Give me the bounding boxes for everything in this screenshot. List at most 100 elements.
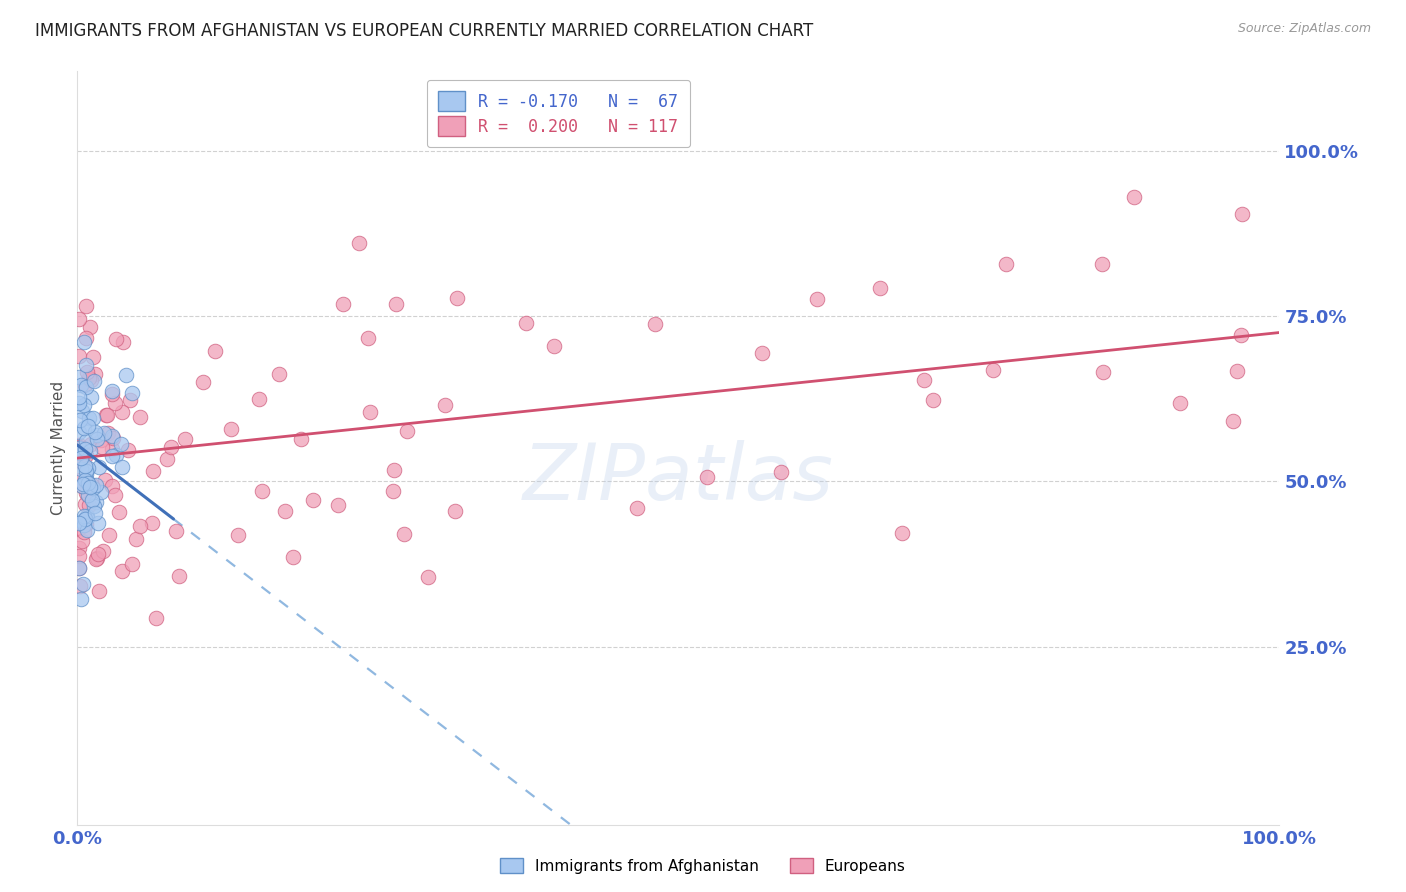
Point: [86, 547, 108, 561]
Point: [111, 460, 134, 475]
Point: [67, 516, 90, 530]
Point: [219, 422, 242, 436]
Point: [128, 519, 150, 533]
Point: [73, 335, 96, 350]
Point: [69, 413, 91, 427]
Point: [75, 380, 97, 394]
Point: [128, 409, 150, 424]
Point: [1230, 207, 1253, 221]
Point: [995, 257, 1018, 271]
Point: [70, 450, 93, 465]
Point: [73, 497, 96, 511]
Point: [97, 426, 120, 441]
Point: [67, 370, 90, 384]
Point: [98, 528, 121, 542]
Point: [94, 473, 117, 487]
Point: [114, 368, 136, 382]
Point: [67, 549, 90, 564]
Point: [79, 373, 101, 387]
Point: [165, 524, 187, 538]
Point: [770, 465, 793, 479]
Point: [890, 525, 912, 540]
Point: [193, 375, 215, 389]
Point: [93, 426, 115, 441]
Point: [77, 418, 100, 433]
Point: [67, 312, 90, 326]
Point: [80, 437, 103, 451]
Point: [626, 501, 648, 516]
Point: [75, 442, 97, 456]
Legend: R = -0.170   N =  67, R =  0.200   N = 117: R = -0.170 N = 67, R = 0.200 N = 117: [426, 79, 690, 147]
Point: [80, 492, 103, 507]
Point: [90, 484, 112, 499]
Point: [79, 319, 101, 334]
Point: [101, 429, 124, 443]
Point: [75, 464, 97, 478]
Point: [69, 592, 91, 607]
Point: [1170, 396, 1192, 410]
Point: [983, 362, 1005, 376]
Point: [121, 386, 143, 401]
Point: [104, 396, 127, 410]
Point: [69, 378, 91, 392]
Point: [90, 440, 112, 454]
Point: [73, 458, 96, 473]
Point: [922, 392, 945, 407]
Point: [104, 332, 127, 346]
Point: [96, 409, 118, 423]
Point: [70, 403, 93, 417]
Point: [86, 432, 108, 446]
Point: [104, 487, 127, 501]
Point: [1092, 365, 1115, 379]
Point: [67, 560, 90, 574]
Point: [301, 492, 323, 507]
Point: [70, 479, 93, 493]
Point: [94, 409, 117, 423]
Point: [67, 425, 90, 439]
Point: [67, 521, 90, 535]
Point: [67, 441, 90, 455]
Point: [87, 516, 110, 531]
Point: [84, 478, 107, 492]
Point: [70, 462, 93, 476]
Point: [357, 330, 380, 344]
Point: [75, 359, 97, 373]
Point: [75, 378, 97, 392]
Point: [252, 484, 274, 499]
Point: [72, 576, 94, 591]
Point: [82, 481, 104, 495]
Point: [73, 525, 96, 540]
Point: [382, 483, 405, 498]
Point: [100, 449, 122, 463]
Point: [434, 398, 457, 412]
Point: [100, 479, 122, 493]
Point: [79, 390, 101, 404]
Point: [1091, 257, 1114, 271]
Point: [104, 448, 127, 462]
Point: [86, 427, 108, 442]
Point: [73, 398, 96, 412]
Point: [67, 541, 90, 555]
Point: [283, 549, 305, 564]
Point: [75, 331, 97, 345]
Point: [91, 543, 114, 558]
Point: [1222, 414, 1244, 428]
Point: [69, 441, 91, 455]
Point: [79, 480, 101, 494]
Point: [72, 421, 94, 435]
Point: [76, 474, 98, 488]
Point: [77, 411, 100, 425]
Point: [83, 499, 105, 513]
Point: [141, 516, 163, 531]
Point: [73, 512, 96, 526]
Point: [145, 611, 167, 625]
Point: [110, 437, 132, 451]
Point: [75, 448, 97, 462]
Point: [332, 296, 354, 310]
Point: [79, 443, 101, 458]
Point: [76, 365, 98, 379]
Point: [83, 506, 105, 520]
Point: [107, 505, 129, 519]
Point: [869, 281, 891, 295]
Point: [69, 350, 91, 364]
